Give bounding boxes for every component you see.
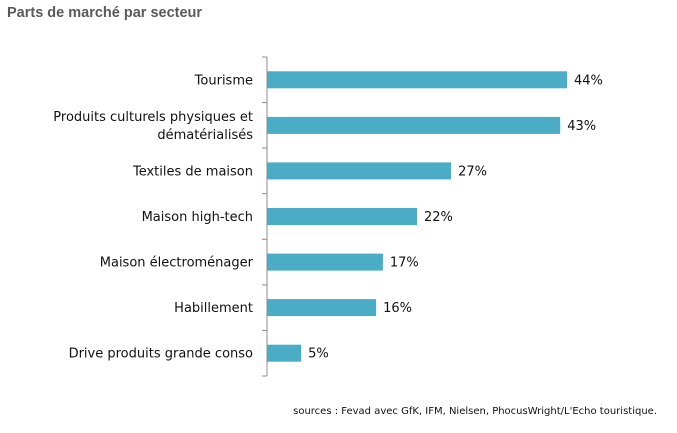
data-label-1: 43% [567,119,596,134]
data-label-3: 22% [424,210,453,225]
data-label-2: 27% [458,164,487,179]
bar-4 [267,253,383,271]
bar-5 [267,299,377,317]
category-label-6: Drive produits grande conso [69,347,253,362]
category-label-5: Habillement [174,301,253,316]
category-label-1-line-0: Produits culturels physiques et [53,110,253,125]
data-label-6: 5% [308,347,329,362]
data-label-0: 44% [574,73,603,88]
bar-6 [267,344,302,362]
bar-2 [267,162,452,180]
category-label-3: Maison high-tech [142,210,253,225]
category-label-4: Maison électroménager [100,256,254,271]
category-label-0: Tourisme [194,73,253,88]
bar-0 [267,71,567,89]
data-label-4: 17% [390,256,419,271]
category-label-1-line-1: dématérialisés [157,128,253,143]
bar-3 [267,208,417,225]
chart-title: Parts de marché par secteur [7,5,203,21]
data-label-5: 16% [383,301,412,316]
category-label-2: Textiles de maison [132,164,253,179]
bar-1 [267,116,561,134]
chart-source: sources : Fevad avec GfK, IFM, Nielsen, … [293,406,657,417]
